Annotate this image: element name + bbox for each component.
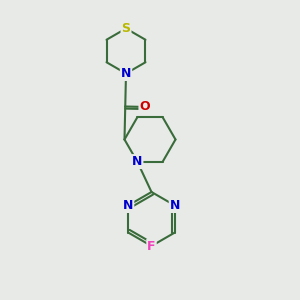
Text: N: N [121,67,131,80]
Text: S: S [122,22,130,35]
Text: N: N [132,155,142,168]
Text: F: F [147,239,156,253]
Text: N: N [170,199,180,212]
Text: O: O [140,100,150,113]
Text: N: N [123,199,133,212]
